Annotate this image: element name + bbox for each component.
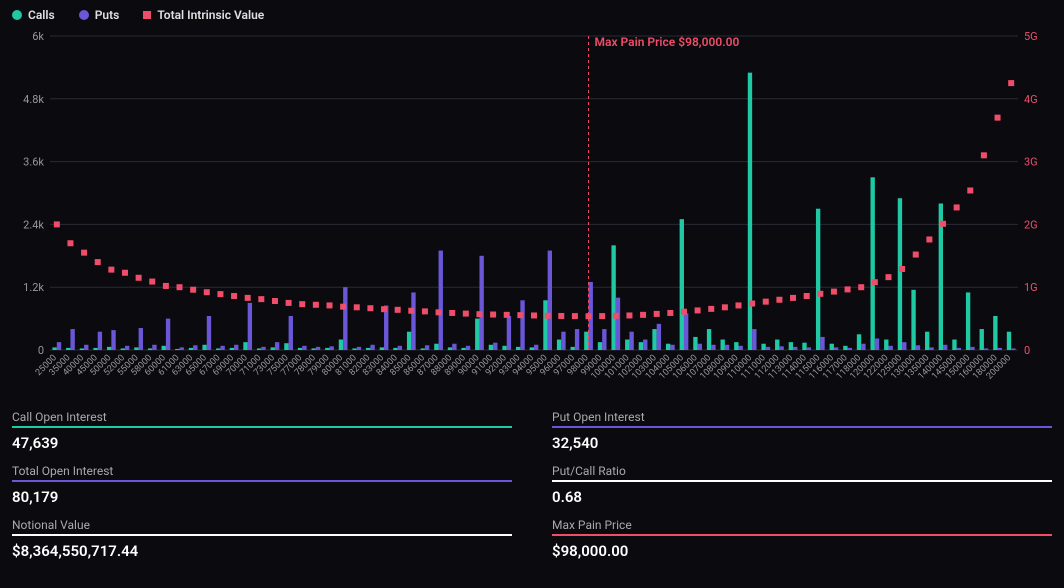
stat-rule — [552, 480, 1052, 482]
svg-text:1G: 1G — [1024, 281, 1038, 294]
stat-3: Put/Call Ratio 0.68 — [552, 458, 1052, 508]
legend-calls: Calls — [12, 8, 55, 22]
stat-1: Put Open Interest 32,540 — [552, 404, 1052, 454]
svg-text:6k: 6k — [32, 30, 44, 43]
svg-text:2.4k: 2.4k — [23, 218, 44, 231]
legend-intrinsic-dot — [143, 11, 151, 19]
svg-text:2G: 2G — [1024, 218, 1038, 231]
stats-grid: Call Open Interest 47,639 Put Open Interes… — [12, 404, 1052, 562]
stat-label: Put/Call Ratio — [552, 464, 1052, 478]
legend-puts-dot — [79, 10, 89, 20]
legend-intrinsic: Total Intrinsic Value — [143, 8, 264, 22]
svg-text:0: 0 — [1024, 344, 1030, 357]
chart-container: 0 1.2k 2.4k 3.6k 4.8k 6k 0 1G 2G 3G 4G 5G Max Pain P… — [12, 26, 1052, 396]
svg-text:4G: 4G — [1024, 93, 1038, 106]
stat-0: Call Open Interest 47,639 — [12, 404, 512, 454]
svg-text:3.6k: 3.6k — [23, 156, 44, 169]
stat-value: 47,639 — [12, 434, 512, 452]
svg-text:0: 0 — [38, 344, 44, 357]
stat-rule — [12, 426, 512, 428]
stat-5: Max Pain Price $98,000.00 — [552, 512, 1052, 562]
stat-label: Total Open Interest — [12, 464, 512, 478]
stat-value: 0.68 — [552, 488, 1052, 506]
chart-legend: Calls Puts Total Intrinsic Value — [12, 8, 1052, 22]
svg-text:4.8k: 4.8k — [23, 93, 44, 106]
stat-label: Put Open Interest — [552, 410, 1052, 424]
svg-text:1.2k: 1.2k — [23, 281, 44, 294]
options-chart: 0 1.2k 2.4k 3.6k 4.8k 6k 0 1G 2G 3G 4G 5G Max Pain P… — [12, 26, 1052, 396]
stat-value: $8,364,550,717.44 — [12, 542, 512, 560]
legend-intrinsic-label: Total Intrinsic Value — [157, 8, 264, 22]
stat-2: Total Open Interest 80,179 — [12, 458, 512, 508]
svg-text:Max Pain Price $98,000.00: Max Pain Price $98,000.00 — [595, 35, 740, 49]
legend-puts: Puts — [79, 8, 120, 22]
stat-label: Max Pain Price — [552, 518, 1052, 532]
stat-value: $98,000.00 — [552, 542, 1052, 560]
stat-rule — [552, 534, 1052, 536]
legend-puts-label: Puts — [95, 8, 120, 22]
stat-rule — [552, 426, 1052, 428]
stat-value: 80,179 — [12, 488, 512, 506]
svg-text:3G: 3G — [1024, 156, 1038, 169]
legend-calls-dot — [12, 10, 22, 20]
stat-value: 32,540 — [552, 434, 1052, 452]
legend-calls-label: Calls — [28, 8, 55, 22]
stat-label: Call Open Interest — [12, 410, 512, 424]
svg-text:5G: 5G — [1024, 30, 1038, 43]
stat-label: Notional Value — [12, 518, 512, 532]
stat-rule — [12, 480, 512, 482]
stat-4: Notional Value $8,364,550,717.44 — [12, 512, 512, 562]
stat-rule — [12, 534, 512, 536]
